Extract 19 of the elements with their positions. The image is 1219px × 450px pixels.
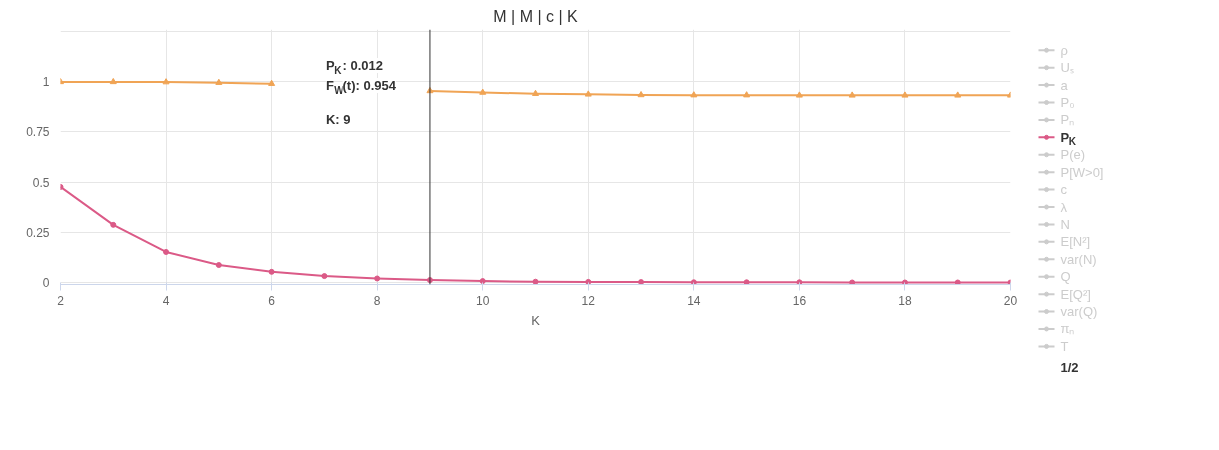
y-tick-label: 0.25 xyxy=(26,225,50,240)
x-tick-label: 18 xyxy=(898,293,912,308)
x-tick-label: 10 xyxy=(476,293,490,308)
x-tick-label: 6 xyxy=(268,293,276,308)
x-tick-label: 8 xyxy=(373,293,381,308)
y-tick-label: 0.75 xyxy=(26,125,50,140)
x-tick-label: 16 xyxy=(792,293,807,308)
y-tick-label: 0.5 xyxy=(32,175,50,190)
x-tick-label: 4 xyxy=(162,293,170,308)
x-tick-label: 14 xyxy=(687,293,701,308)
text: 1/2 xyxy=(1060,359,1079,375)
x-tick-label: 20 xyxy=(1003,293,1018,308)
chart-title: M | M | c | K xyxy=(493,7,579,25)
x-tick-label: 2 xyxy=(57,293,65,308)
y-tick-label: 1 xyxy=(42,75,50,90)
x-tick-label: 12 xyxy=(581,293,596,308)
x-axis-title: K xyxy=(531,312,541,328)
y-tick-label: 0 xyxy=(42,275,50,290)
annotation: K: 9 xyxy=(325,112,351,127)
